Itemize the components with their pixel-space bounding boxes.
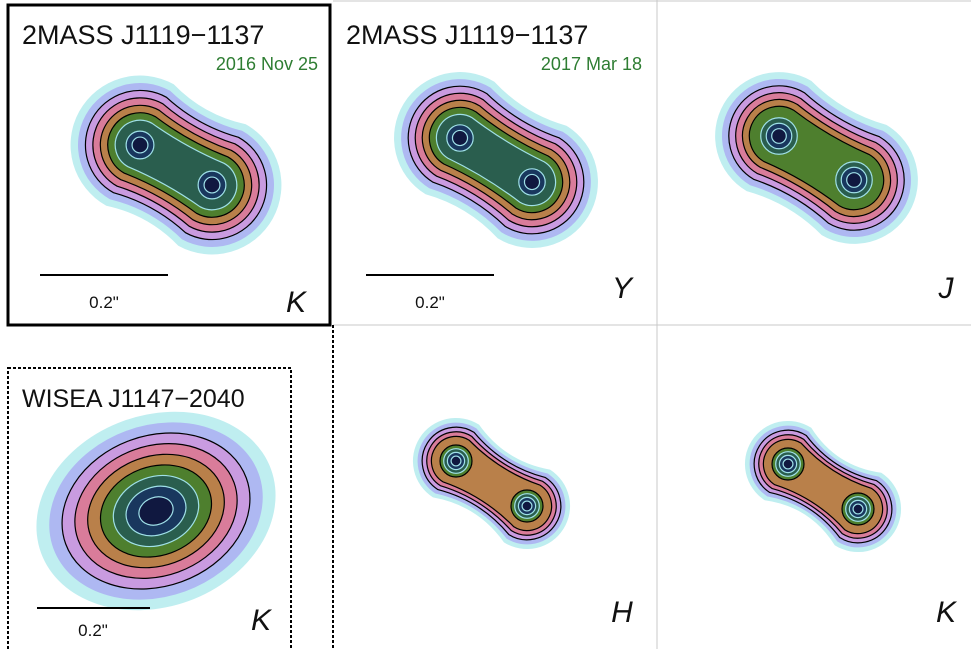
panel-2 (394, 72, 598, 248)
contour-plot-panel-3 (715, 72, 918, 244)
panel-2-band: Y (612, 272, 634, 305)
contour-level-9 (450, 455, 533, 512)
contour-level-9 (771, 128, 862, 188)
contour-level-9 (451, 129, 541, 191)
contour-plot-panel-4 (36, 411, 276, 611)
panel-4-band: K (251, 604, 273, 637)
contour-plot-panel-6 (744, 421, 902, 552)
panel-4-title: WISEA J1147−2040 (22, 385, 245, 413)
panel-6 (744, 421, 902, 552)
panel-1-date: 2016 Nov 25 (216, 54, 318, 74)
panel-6-band: K (936, 596, 958, 629)
contour-plot-panel-5 (412, 418, 571, 549)
panel-3 (715, 72, 918, 244)
contour-level-9 (131, 136, 221, 194)
panel-2-title: 2MASS J1119−1137 (346, 20, 588, 50)
contour-level-9 (138, 496, 174, 526)
panel-1-frame (6, 3, 332, 327)
panel-1-band: K (286, 286, 308, 319)
contour-plot-panel-2 (394, 72, 598, 248)
panel-2-date: 2017 Mar 18 (541, 54, 642, 74)
panel-2-scale-label: 0.2" (415, 293, 445, 312)
panel-4 (36, 411, 276, 611)
panel-grid (332, 0, 971, 649)
panel-1 (70, 75, 282, 255)
contour-plot-panel-1 (70, 75, 282, 255)
contour-level-9 (782, 458, 864, 515)
panel-5-band: H (611, 596, 633, 629)
panel-1-scale-label: 0.2" (89, 293, 119, 312)
panel-4-scale-label: 0.2" (78, 621, 108, 640)
panel-1-title: 2MASS J1119−1137 (22, 20, 264, 50)
panel-3-band: J (938, 272, 955, 305)
panel-5 (412, 418, 571, 549)
panel-4-frame (7, 367, 292, 649)
